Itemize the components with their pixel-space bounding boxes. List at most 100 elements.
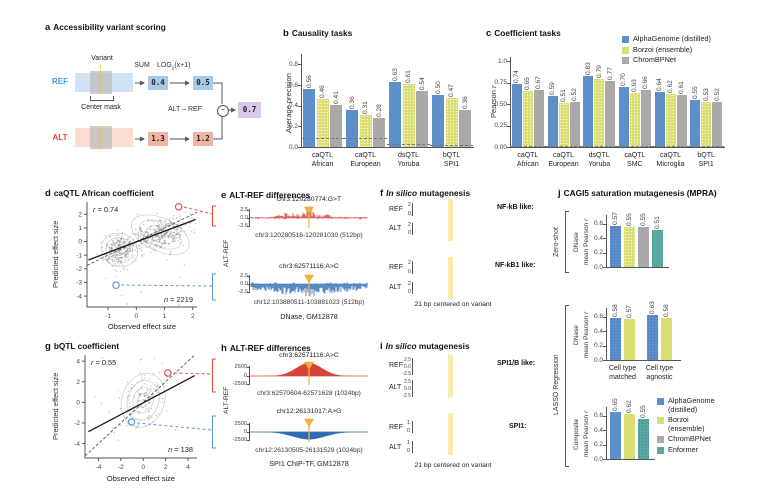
legend-line: (ensemble): [668, 423, 705, 433]
panel-g: g bQTL coefficient -4 -2 0 2 4 4 2 0 -2 -4 r = 0.5…: [45, 338, 213, 493]
y-tick-label: 0.2: [288, 122, 298, 130]
y-tick-label: 0.4: [593, 327, 603, 335]
y-tick: [298, 147, 301, 148]
log-prefix: LOG: [157, 62, 172, 69]
panel-h-title: h ALT-REF differences: [221, 343, 311, 354]
svg-text:0: 0: [135, 313, 139, 320]
tick: [247, 440, 249, 441]
bar: [569, 102, 580, 147]
bar-value-label: 0.66: [642, 76, 650, 90]
panel-f-letter: f: [380, 188, 384, 199]
panel-c-title-text: Coefficient tasks: [494, 28, 561, 38]
bar: [654, 92, 665, 147]
y-tick: [603, 252, 606, 254]
g-r-value: r = 0.55: [91, 358, 116, 367]
i-tick: 0.0: [404, 364, 411, 370]
i-alt-label: ALT: [389, 384, 402, 391]
bar: [389, 81, 401, 147]
y-tick: [298, 64, 301, 66]
panel-a-title: a Accessibility variant scoring: [45, 22, 166, 33]
i-ref-logo-1: [415, 357, 491, 367]
bar: [647, 314, 658, 360]
h-t2-tick: -2500: [232, 437, 247, 443]
bar: [610, 225, 621, 267]
svg-text:1: 1: [163, 313, 167, 320]
y-tick: [603, 360, 606, 361]
h-t2-tick: 0: [243, 429, 247, 435]
h-t1-axis: [249, 366, 250, 385]
bar-value-label: 0.50: [434, 81, 442, 95]
variant-highlight: [448, 413, 453, 455]
svg-text:-3: -3: [76, 280, 82, 287]
legend-swatch-chrombpnet: [622, 57, 629, 65]
f-ref-label: REF: [389, 264, 403, 271]
bar: [547, 96, 558, 147]
minus-circle: −: [217, 105, 229, 117]
zero-shot-bracket: [565, 211, 569, 273]
g-n-sym: n: [168, 445, 173, 454]
panel-j-letter: j: [558, 188, 561, 199]
panel-a-title-text: Accessibility variant scoring: [53, 22, 166, 32]
y-tick: [603, 267, 606, 268]
d-ylabel: Predicted effect size: [51, 220, 60, 289]
center-mask-bracket: [90, 96, 114, 101]
bar: [359, 114, 372, 147]
f-motif-logo-2: [501, 271, 541, 284]
bar-value-label: 0.62: [667, 80, 674, 93]
bar: [712, 102, 723, 147]
legend-swatch-enformer: [657, 446, 664, 454]
log-sub: 2: [171, 65, 175, 71]
bar: [303, 89, 315, 147]
panel-g-title-text: bQTL coefficient: [53, 341, 120, 351]
y-tick: [507, 104, 510, 106]
y-tick-label: 0.00: [494, 143, 507, 151]
f-tick: 2: [407, 260, 411, 266]
d-r-sym: r: [93, 205, 96, 214]
tick: [247, 276, 249, 277]
svg-text:-2: -2: [74, 420, 80, 427]
i-alt-logo-2: [415, 443, 491, 451]
bar: [594, 79, 605, 147]
bar: [445, 98, 458, 147]
axes: [606, 215, 669, 268]
scatter-svg: -4 -2 0 2 4 4 2 0 -2 -4: [74, 355, 197, 471]
legend-label: AlphaGenome (distilled): [633, 34, 711, 43]
panel-c: c Coefficient tasks Pearson r 0.00 0.25 0.5…: [486, 28, 768, 200]
bar: [638, 227, 649, 267]
e-track2: [250, 274, 368, 297]
center-mask-label: Center mask: [81, 104, 121, 111]
h-t1-tick: 2500: [234, 364, 247, 370]
f-ref-label: REF: [389, 206, 403, 213]
panel-b: b Causality tasks Average precision 0.0 0.…: [283, 28, 483, 200]
legend-label: AlphaGenome (distilled): [668, 396, 715, 414]
i-tick: 1: [406, 420, 410, 426]
svg-text:0: 0: [76, 400, 80, 407]
lasso-bracket: [565, 305, 569, 467]
panel-d-title-text: caQTL African coefficient: [53, 188, 154, 198]
bar: [640, 90, 651, 147]
ref-label: REF: [52, 77, 68, 86]
tick: [247, 424, 249, 425]
e-track1-variant: chr3:120280774:G>T: [276, 196, 342, 203]
chance-baseline: [545, 145, 582, 147]
y-tick: [298, 85, 301, 86]
panel-h: h ALT-REF differences ALT-REF chr3:625711…: [213, 338, 373, 493]
panel-i-title: i In silico mutagenesis: [380, 341, 470, 352]
y-tick: [298, 126, 301, 128]
e-ylabel: ALT-REF: [223, 239, 230, 267]
panel-h-title-text: ALT-REF differences: [229, 343, 311, 353]
svg-text:-4: -4: [76, 293, 82, 300]
svg-text:2: 2: [164, 464, 168, 471]
bar: [638, 419, 649, 459]
y-tick-label: 0.4: [593, 426, 603, 434]
f-axis: [412, 261, 413, 274]
panel-i-letter: i: [380, 341, 383, 352]
variant-line-ref2: [100, 71, 101, 94]
bar: [610, 412, 621, 459]
legend-label: Enformer: [668, 444, 699, 454]
result-value: 0.7: [238, 102, 261, 118]
bar-value-label: 0.77: [606, 67, 614, 80]
d-scatter: -1 0 1 2 2 1 0 -1 -2 -3 -4: [45, 185, 213, 335]
e-t2-tick: 0.0: [240, 281, 248, 287]
variant-highlight: [448, 257, 453, 299]
